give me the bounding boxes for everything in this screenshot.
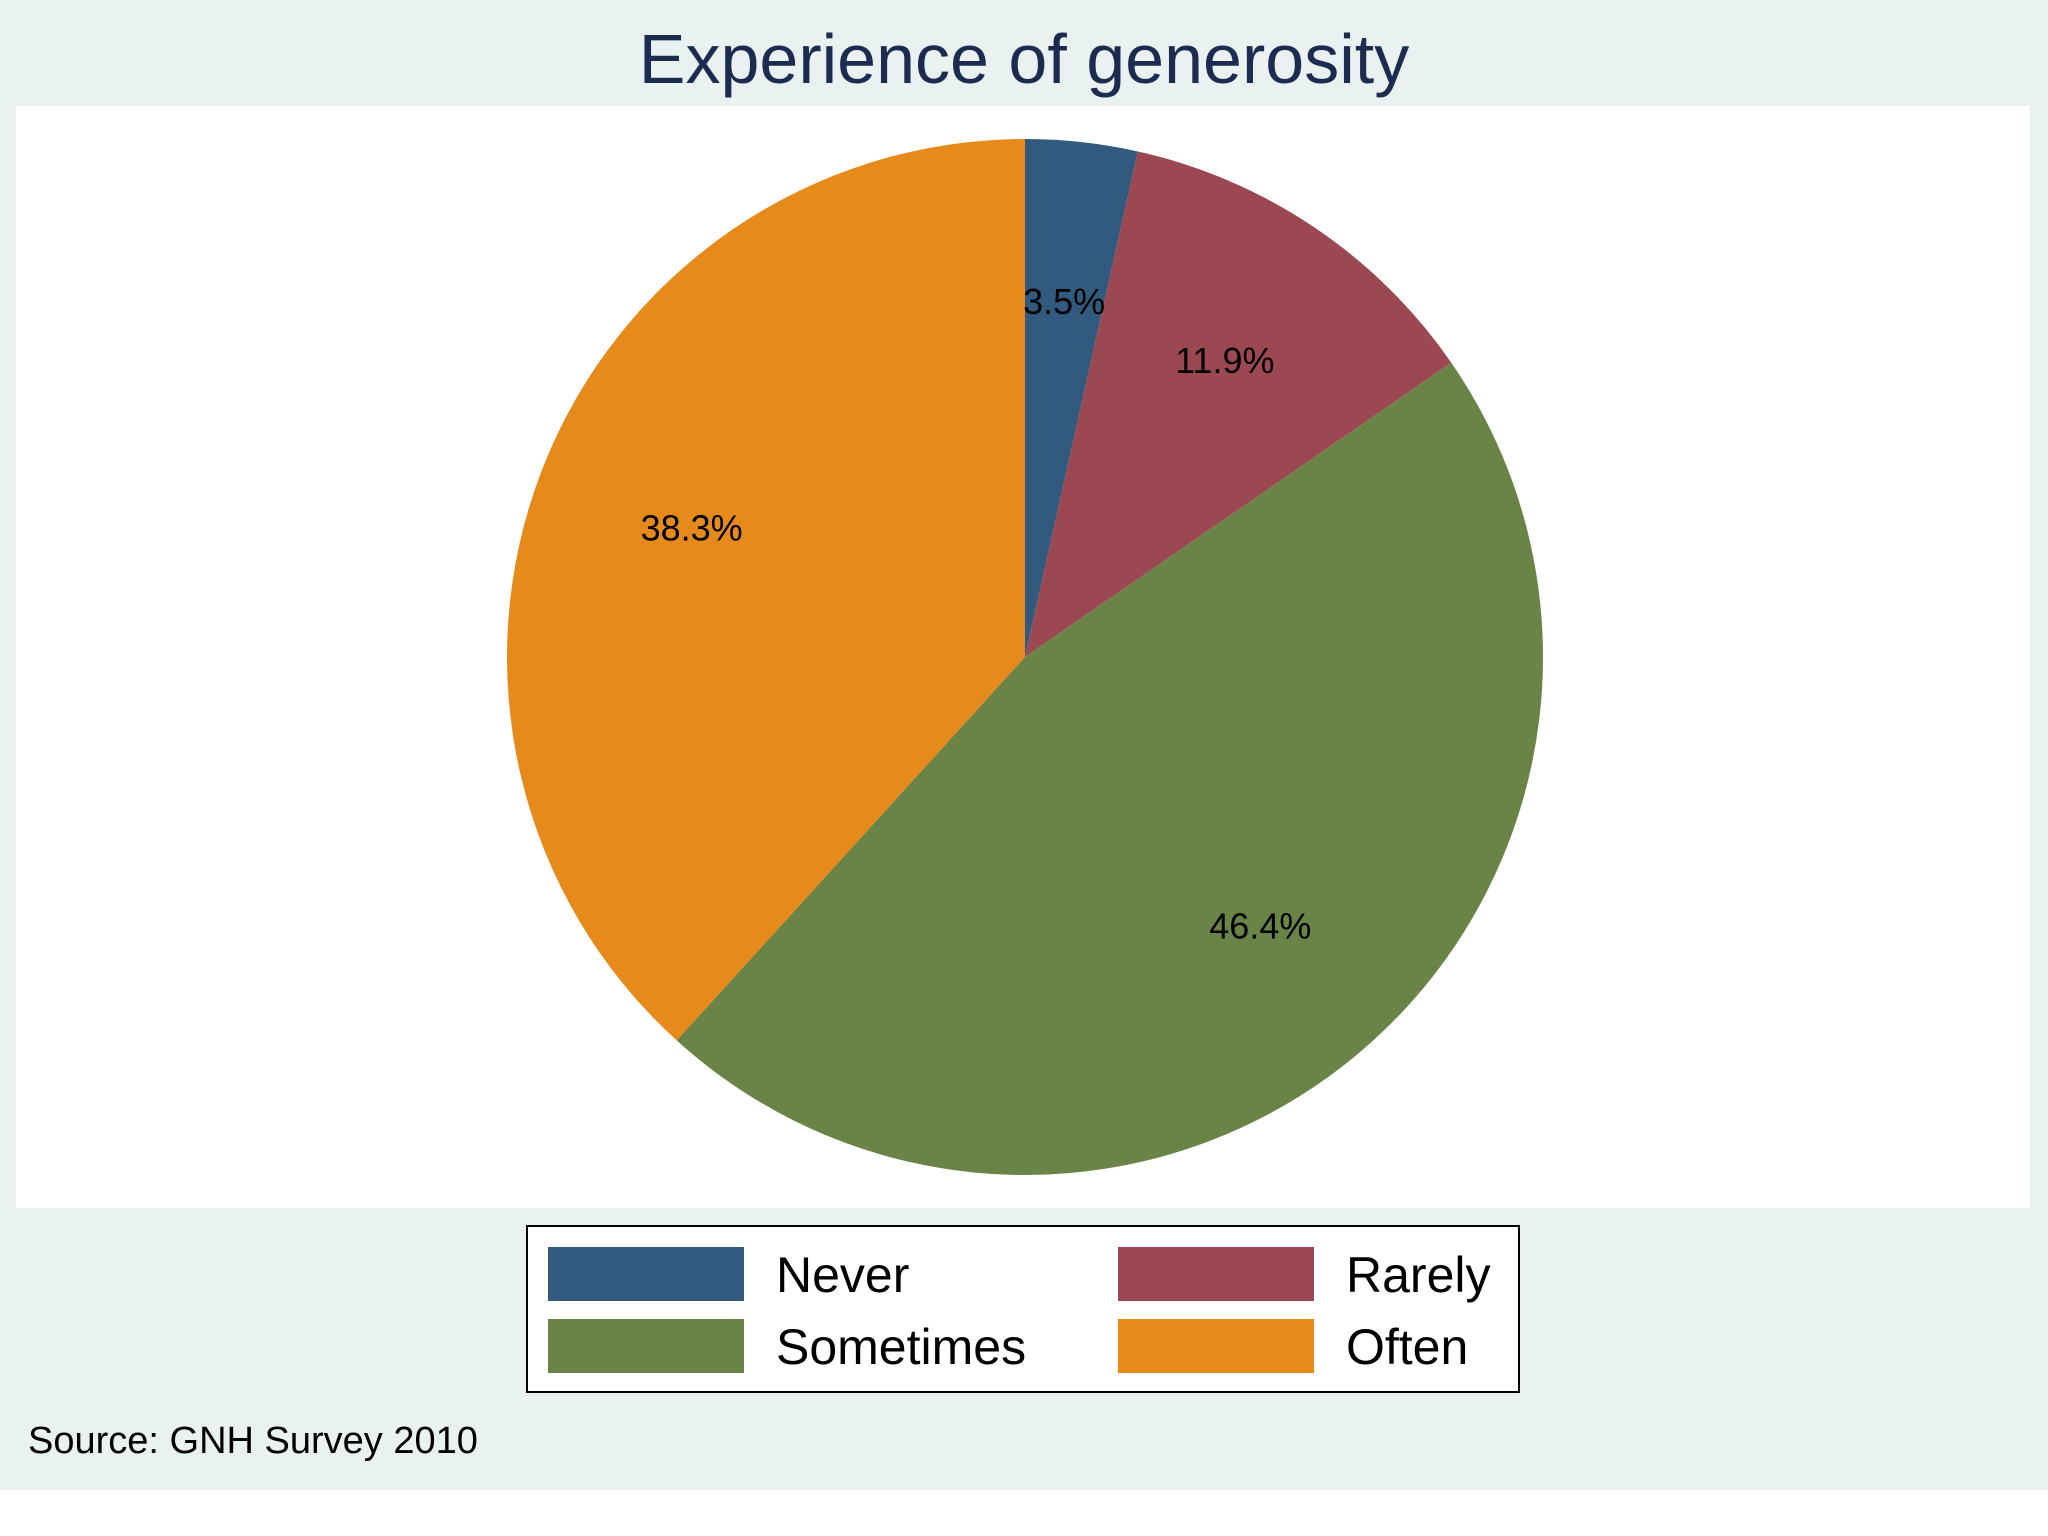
pie-slice-never bbox=[1025, 139, 1138, 657]
chart-title: Experience of generosity bbox=[638, 20, 1410, 98]
source-note: Source: GNH Survey 2010 bbox=[28, 1420, 478, 1462]
pie-label-rarely: 11.9% bbox=[1175, 340, 1274, 381]
legend-swatch-sometimes bbox=[548, 1319, 744, 1373]
pie-slice-rarely bbox=[1025, 151, 1452, 657]
pie-slices bbox=[507, 139, 1543, 1175]
pie-chart: 3.5% 11.9% 46.4% 38.3% bbox=[507, 139, 1543, 1175]
legend-label-never: Never bbox=[776, 1247, 910, 1303]
pie-label-often: 38.3% bbox=[641, 508, 743, 549]
pie-slice-sometimes bbox=[676, 362, 1543, 1175]
legend-swatch-often bbox=[1118, 1319, 1314, 1373]
plot-region: 3.5% 11.9% 46.4% 38.3% bbox=[16, 106, 2030, 1208]
legend: Never Rarely Sometimes Often bbox=[526, 1225, 1520, 1393]
legend-label-rarely: Rarely bbox=[1346, 1247, 1491, 1303]
pie-label-never: 3.5% bbox=[1023, 281, 1105, 322]
legend-swatch-rarely bbox=[1118, 1247, 1314, 1301]
chart-figure: Experience of generosity 3.5% 11.9% 46.4% 3… bbox=[0, 0, 2048, 1490]
pie-value-labels: 3.5% 11.9% 46.4% 38.3% bbox=[641, 281, 1312, 946]
legend-label-often: Often bbox=[1346, 1319, 1469, 1375]
legend-swatch-never bbox=[548, 1247, 744, 1301]
legend-label-sometimes: Sometimes bbox=[776, 1319, 1027, 1375]
pie-label-sometimes: 46.4% bbox=[1209, 906, 1311, 947]
pie-slice-often bbox=[507, 139, 1025, 1041]
